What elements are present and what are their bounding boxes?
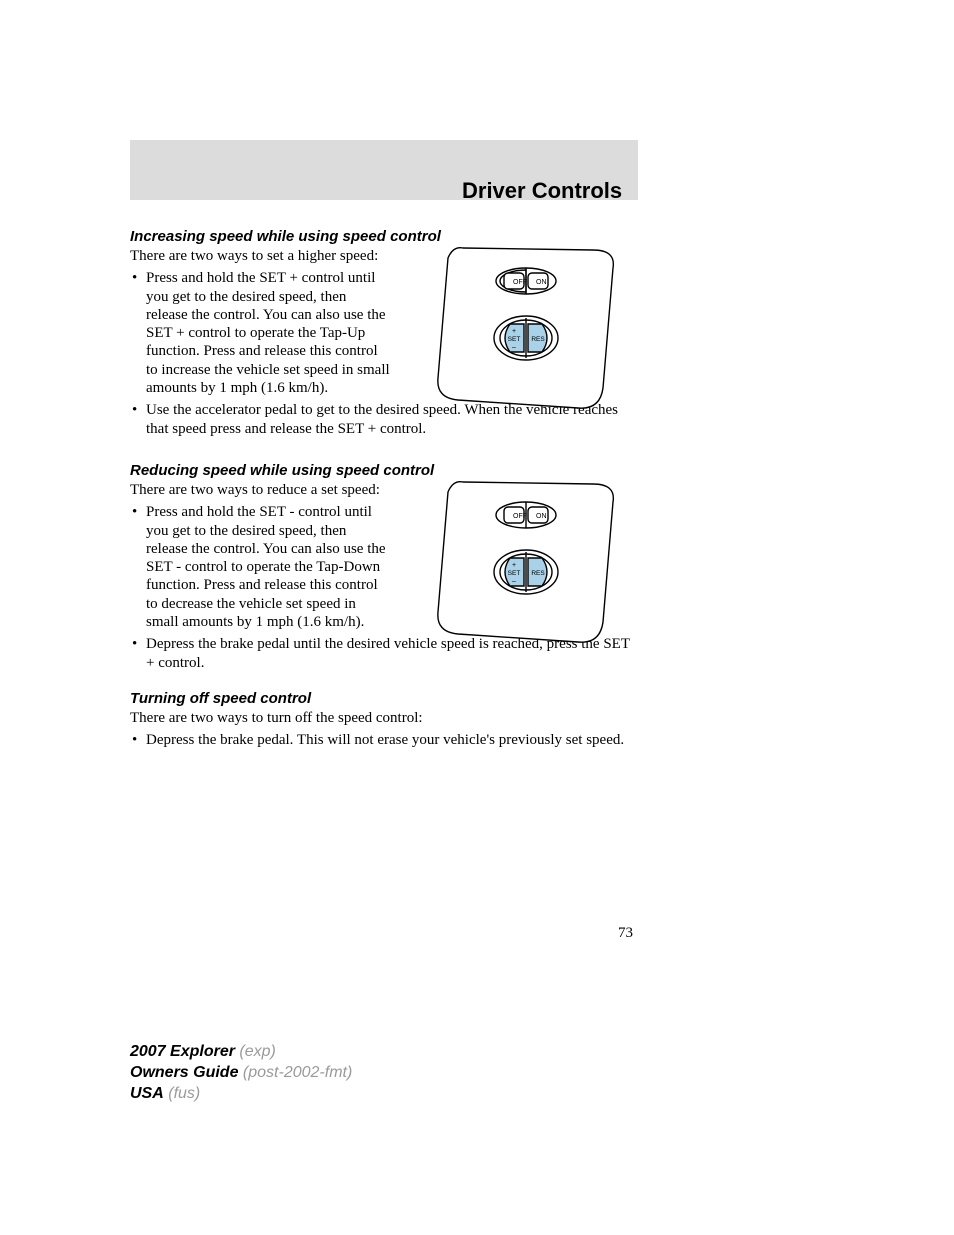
content-area: Increasing speed while using speed contr… bbox=[130, 220, 638, 756]
svg-text:RES: RES bbox=[531, 570, 545, 577]
footer-vehicle-code: (exp) bbox=[239, 1043, 275, 1060]
footer-line-3: USA (fus) bbox=[130, 1084, 352, 1105]
svg-text:–: – bbox=[512, 578, 516, 585]
label-on: ON bbox=[536, 279, 547, 286]
label-off: OFF bbox=[513, 279, 527, 286]
section-turning-off: Turning off speed control There are two … bbox=[130, 690, 638, 750]
section-reducing: Reducing speed while using speed control… bbox=[130, 462, 638, 672]
intro-turning-off: There are two ways to turn off the speed… bbox=[130, 709, 630, 727]
intro-increasing: There are two ways to set a higher speed… bbox=[130, 247, 390, 265]
label-plus: + bbox=[512, 328, 516, 335]
svg-text:SET: SET bbox=[508, 570, 521, 577]
footer-vehicle: 2007 Explorer bbox=[130, 1043, 235, 1060]
footer-line-1: 2007 Explorer (exp) bbox=[130, 1042, 352, 1063]
svg-text:OFF: OFF bbox=[513, 513, 527, 520]
footer-region: USA bbox=[130, 1085, 164, 1102]
section-increasing: Increasing speed while using speed contr… bbox=[130, 228, 638, 438]
figure-speed-control-2: OFF ON + SET – RES bbox=[428, 472, 618, 653]
svg-text:ON: ON bbox=[536, 513, 547, 520]
heading-turning-off: Turning off speed control bbox=[130, 690, 638, 707]
page: Driver Controls Increasing speed while u… bbox=[0, 0, 954, 1235]
label-res: RES bbox=[531, 336, 545, 343]
page-title: Driver Controls bbox=[462, 178, 622, 204]
intro-reducing: There are two ways to reduce a set speed… bbox=[130, 481, 390, 499]
page-number: 73 bbox=[618, 925, 633, 942]
footer-line-2: Owners Guide (post-2002-fmt) bbox=[130, 1063, 352, 1084]
footer-guide: Owners Guide bbox=[130, 1064, 238, 1081]
figure-speed-control-1: OFF ON + SET – RES bbox=[428, 238, 618, 419]
bullet-turning-off-1: Depress the brake pedal. This will not e… bbox=[130, 731, 630, 749]
label-minus: – bbox=[512, 344, 516, 351]
footer: 2007 Explorer (exp) Owners Guide (post-2… bbox=[130, 1042, 352, 1104]
bullet-reducing-1: Press and hold the SET - control until y… bbox=[130, 503, 390, 631]
svg-text:+: + bbox=[512, 562, 516, 569]
footer-guide-code: (post-2002-fmt) bbox=[243, 1064, 352, 1081]
label-set: SET bbox=[508, 336, 521, 343]
bullet-increasing-1: Press and hold the SET + control until y… bbox=[130, 269, 390, 397]
footer-region-code: (fus) bbox=[168, 1085, 200, 1102]
